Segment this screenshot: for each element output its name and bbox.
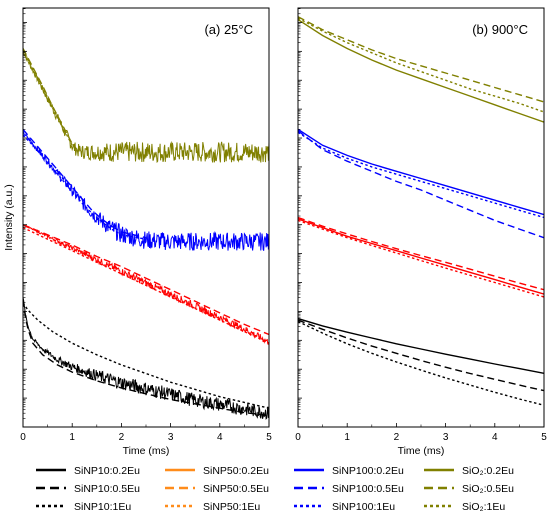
legend: SiNP10:0.2Eu SiNP10:0.5Eu SiNP10:1Eu SiNP50… <box>36 465 514 513</box>
series-line-5 <box>23 134 147 240</box>
x-axis-label: Time (ms) <box>123 445 170 457</box>
series-group <box>298 16 544 406</box>
series-line-2 <box>298 17 544 113</box>
x-tick-label: 1 <box>344 432 350 443</box>
x-tick-label: 5 <box>266 432 272 443</box>
series-line-3 <box>23 131 269 251</box>
panel-b: 0 1 2 3 4 5 Time (ms) (b) 900°C <box>295 7 547 457</box>
legend-label: SiNP10:0.2Eu <box>74 465 140 477</box>
series-line-11 <box>23 302 269 409</box>
x-tick-label: 2 <box>394 432 400 443</box>
series-line-5 <box>298 131 544 219</box>
series-line-2 <box>23 49 78 151</box>
panel-title: (a) 25°C <box>204 22 253 37</box>
series-line-4 <box>298 130 544 239</box>
series-line-4 <box>23 128 147 239</box>
x-tick-label: 4 <box>217 432 223 443</box>
legend-label: SiNP100:1Eu <box>332 501 395 513</box>
x-tick-label: 3 <box>168 432 174 443</box>
legend-label: SiNP10:0.5Eu <box>74 483 140 495</box>
series-line-10 <box>298 319 544 392</box>
x-tick-label: 1 <box>69 432 75 443</box>
series-line-9 <box>23 297 269 420</box>
series-line-7 <box>298 216 544 291</box>
series-line-8 <box>23 226 269 344</box>
series-line-3 <box>298 128 544 216</box>
x-tick-label: 4 <box>492 432 498 443</box>
series-line-10 <box>23 299 269 417</box>
legend-label: SiO₂:0.2Eu <box>462 465 514 477</box>
legend-label: SiNP100:0.5Eu <box>332 483 404 495</box>
x-axis-label: Time (ms) <box>398 445 445 457</box>
series-line-6 <box>298 218 544 295</box>
series-group <box>23 48 269 420</box>
legend-label: SiNP50:1Eu <box>203 501 260 513</box>
legend-label: SiO₂:0.5Eu <box>462 483 514 495</box>
x-tick-label: 0 <box>295 432 301 443</box>
legend-label: SiNP10:1Eu <box>74 501 131 513</box>
x-tick-label: 3 <box>443 432 449 443</box>
legend-label: SiNP50:0.2Eu <box>203 465 269 477</box>
series-line-9 <box>298 317 544 374</box>
y-axis-label: Intensity (a.u.) <box>3 184 15 251</box>
panel-a: 0 1 2 3 4 5 Time (ms) Intensity (a.u.) (a) 25°C <box>3 7 272 457</box>
x-tick-label: 2 <box>119 432 125 443</box>
series-line-1 <box>298 16 544 103</box>
legend-label: SiO₂:1Eu <box>462 501 505 513</box>
panel-title: (b) 900°C <box>472 22 528 37</box>
x-tick-label: 5 <box>541 432 547 443</box>
x-tick-label: 0 <box>20 432 26 443</box>
series-line-7 <box>23 224 269 336</box>
legend-label: SiNP100:0.2Eu <box>332 465 404 477</box>
legend-label: SiNP50:0.5Eu <box>203 483 269 495</box>
series-line-11 <box>298 320 544 406</box>
series-line-0 <box>298 19 544 123</box>
